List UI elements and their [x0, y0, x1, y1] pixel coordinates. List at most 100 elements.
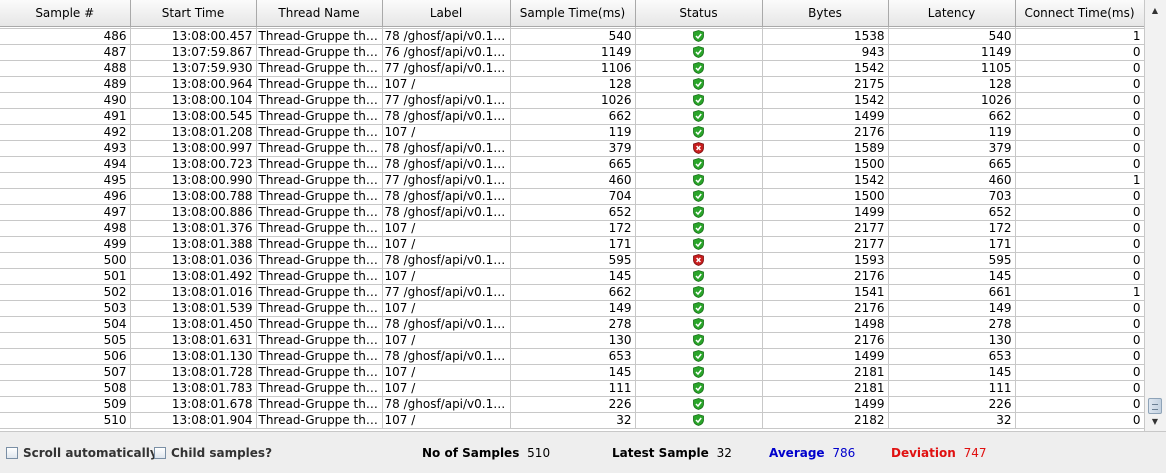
status-cell[interactable] — [635, 380, 763, 397]
column-header-sample-number[interactable]: Sample # — [0, 0, 131, 27]
start-time-cell[interactable]: 13:08:01.388 — [130, 236, 257, 253]
status-cell[interactable] — [635, 332, 763, 349]
sample-time-cell[interactable]: 379 — [510, 140, 636, 157]
bytes-cell[interactable]: 1499 — [762, 396, 889, 413]
sample-number-cell[interactable]: 490 — [0, 92, 131, 109]
latency-cell[interactable]: 128 — [888, 76, 1016, 93]
sample-number-cell[interactable]: 510 — [0, 412, 131, 429]
column-header-connect-time[interactable]: Connect Time(ms) — [1015, 0, 1144, 27]
latency-cell[interactable]: 1149 — [888, 44, 1016, 61]
sample-number-cell[interactable]: 489 — [0, 76, 131, 93]
start-time-cell[interactable]: 13:08:01.208 — [130, 124, 257, 141]
latency-cell[interactable]: 460 — [888, 172, 1016, 189]
sample-number-cell[interactable]: 487 — [0, 44, 131, 61]
status-cell[interactable] — [635, 76, 763, 93]
sample-time-cell[interactable]: 1106 — [510, 60, 636, 77]
column-header-bytes[interactable]: Bytes — [762, 0, 889, 27]
sample-time-cell[interactable]: 128 — [510, 76, 636, 93]
column-header-thread-name[interactable]: Thread Name — [256, 0, 383, 27]
connect-time-cell[interactable]: 0 — [1015, 412, 1144, 429]
connect-time-cell[interactable]: 0 — [1015, 220, 1144, 237]
label-cell[interactable]: 77 /ghosf/api/v0.1/po... — [382, 92, 511, 109]
connect-time-cell[interactable]: 0 — [1015, 140, 1144, 157]
thread-name-cell[interactable]: Thread-Gruppe threa... — [256, 124, 383, 141]
sample-time-cell[interactable]: 1149 — [510, 44, 636, 61]
start-time-cell[interactable]: 13:08:01.783 — [130, 380, 257, 397]
connect-time-cell[interactable]: 0 — [1015, 380, 1144, 397]
label-cell[interactable]: 77 /ghosf/api/v0.1/po... — [382, 172, 511, 189]
bytes-cell[interactable]: 2177 — [762, 220, 889, 237]
start-time-cell[interactable]: 13:07:59.930 — [130, 60, 257, 77]
thread-name-cell[interactable]: Thread-Gruppe threa... — [256, 220, 383, 237]
thread-name-cell[interactable]: Thread-Gruppe threa... — [256, 172, 383, 189]
bytes-cell[interactable]: 2175 — [762, 76, 889, 93]
start-time-cell[interactable]: 13:08:00.545 — [130, 108, 257, 125]
bytes-cell[interactable]: 2177 — [762, 236, 889, 253]
thread-name-cell[interactable]: Thread-Gruppe threa... — [256, 252, 383, 269]
sample-number-cell[interactable]: 492 — [0, 124, 131, 141]
latency-cell[interactable]: 703 — [888, 188, 1016, 205]
start-time-cell[interactable]: 13:08:00.723 — [130, 156, 257, 173]
latency-cell[interactable]: 662 — [888, 108, 1016, 125]
label-cell[interactable]: 107 / — [382, 380, 511, 397]
thread-name-cell[interactable]: Thread-Gruppe threa... — [256, 188, 383, 205]
sample-number-cell[interactable]: 496 — [0, 188, 131, 205]
latency-cell[interactable]: 149 — [888, 300, 1016, 317]
sample-time-cell[interactable]: 145 — [510, 268, 636, 285]
label-cell[interactable]: 107 / — [382, 332, 511, 349]
sample-number-cell[interactable]: 501 — [0, 268, 131, 285]
connect-time-cell[interactable]: 0 — [1015, 364, 1144, 381]
connect-time-cell[interactable]: 0 — [1015, 108, 1144, 125]
sample-time-cell[interactable]: 653 — [510, 348, 636, 365]
status-cell[interactable] — [635, 28, 763, 45]
bytes-cell[interactable]: 943 — [762, 44, 889, 61]
sample-number-cell[interactable]: 504 — [0, 316, 131, 333]
connect-time-cell[interactable]: 0 — [1015, 124, 1144, 141]
sample-number-cell[interactable]: 506 — [0, 348, 131, 365]
sample-number-cell[interactable]: 502 — [0, 284, 131, 301]
sample-number-cell[interactable]: 500 — [0, 252, 131, 269]
bytes-cell[interactable]: 1542 — [762, 172, 889, 189]
label-cell[interactable]: 78 /ghosf/api/v0.1/po... — [382, 28, 511, 45]
checkbox-box-icon[interactable] — [154, 447, 166, 459]
thread-name-cell[interactable]: Thread-Gruppe threa... — [256, 108, 383, 125]
sample-number-cell[interactable]: 509 — [0, 396, 131, 413]
bytes-cell[interactable]: 1538 — [762, 28, 889, 45]
sample-time-cell[interactable]: 149 — [510, 300, 636, 317]
bytes-cell[interactable]: 1499 — [762, 204, 889, 221]
bytes-cell[interactable]: 1500 — [762, 156, 889, 173]
bytes-cell[interactable]: 1500 — [762, 188, 889, 205]
sample-number-cell[interactable]: 488 — [0, 60, 131, 77]
connect-time-cell[interactable]: 0 — [1015, 60, 1144, 77]
sample-number-cell[interactable]: 507 — [0, 364, 131, 381]
start-time-cell[interactable]: 13:08:01.450 — [130, 316, 257, 333]
latency-cell[interactable]: 1026 — [888, 92, 1016, 109]
label-cell[interactable]: 107 / — [382, 76, 511, 93]
status-cell[interactable] — [635, 220, 763, 237]
sample-number-cell[interactable]: 493 — [0, 140, 131, 157]
latency-cell[interactable]: 665 — [888, 156, 1016, 173]
connect-time-cell[interactable]: 0 — [1015, 156, 1144, 173]
status-cell[interactable] — [635, 188, 763, 205]
status-cell[interactable] — [635, 348, 763, 365]
label-cell[interactable]: 77 /ghosf/api/v0.1/po... — [382, 284, 511, 301]
sample-time-cell[interactable]: 460 — [510, 172, 636, 189]
connect-time-cell[interactable]: 0 — [1015, 204, 1144, 221]
sample-number-cell[interactable]: 508 — [0, 380, 131, 397]
label-cell[interactable]: 78 /ghosf/api/v0.1/po... — [382, 396, 511, 413]
thread-name-cell[interactable]: Thread-Gruppe threa... — [256, 300, 383, 317]
sample-time-cell[interactable]: 226 — [510, 396, 636, 413]
column-header-start-time[interactable]: Start Time — [130, 0, 257, 27]
thread-name-cell[interactable]: Thread-Gruppe threa... — [256, 44, 383, 61]
thread-name-cell[interactable]: Thread-Gruppe threa... — [256, 204, 383, 221]
